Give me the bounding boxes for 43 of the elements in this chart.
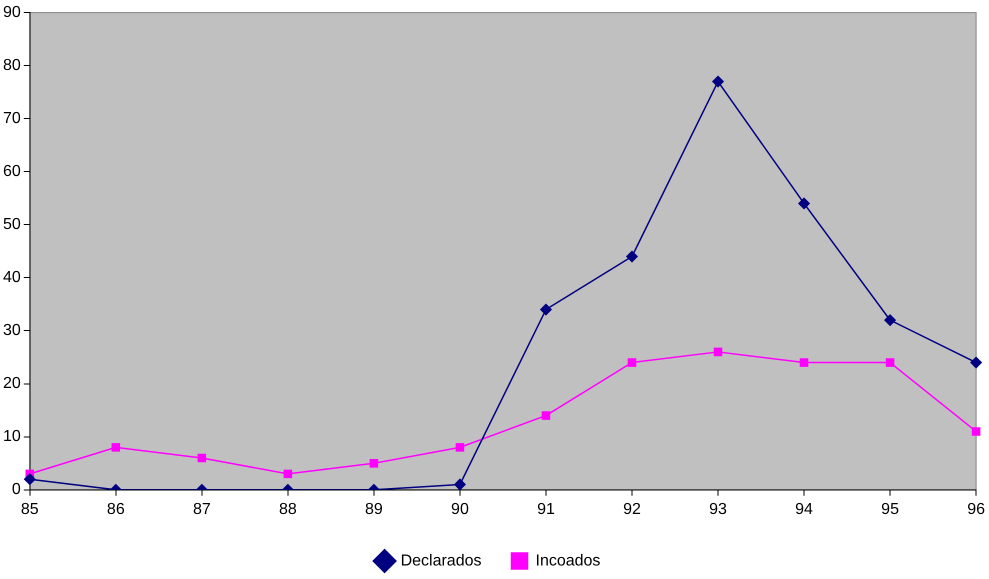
y-tick-label: 60	[3, 163, 21, 180]
point	[626, 250, 638, 262]
y-tick-label: 50	[3, 216, 21, 234]
point	[370, 459, 378, 468]
point	[972, 427, 980, 436]
point	[540, 304, 552, 316]
legend-label: Incoados	[535, 552, 600, 570]
legend-label: Declarados	[400, 552, 482, 570]
y-tick-label: 30	[3, 322, 21, 340]
y-tick-label: 0	[12, 481, 21, 498]
y-tick-label: 70	[3, 110, 21, 128]
x-tick-label: 90	[451, 500, 469, 518]
point	[798, 198, 810, 210]
point	[542, 411, 550, 420]
x-tick-label: 85	[20, 500, 39, 518]
y-tick-label: 80	[3, 57, 21, 74]
point	[24, 473, 36, 485]
y-tick-label: 10	[3, 428, 21, 446]
point	[454, 478, 466, 490]
point	[456, 443, 464, 452]
y-tick-label: 40	[3, 269, 21, 286]
point	[886, 358, 894, 367]
x-tick-label: 92	[623, 500, 641, 518]
point	[970, 356, 982, 368]
point	[628, 358, 636, 367]
x-tick-label: 94	[795, 500, 814, 518]
x-tick-label: 88	[278, 500, 297, 518]
point	[714, 348, 722, 356]
point	[112, 443, 120, 452]
point	[198, 454, 206, 462]
x-tick-label: 91	[537, 500, 555, 518]
point	[712, 76, 724, 88]
point	[284, 470, 292, 478]
x-tick-label: 93	[709, 500, 728, 518]
y-tick-label: 90	[3, 4, 21, 22]
x-tick-label: 95	[881, 500, 900, 518]
x-tick-label: 89	[365, 500, 383, 518]
x-tick-label: 87	[192, 500, 211, 518]
point	[800, 358, 808, 367]
y-tick-label: 20	[3, 375, 21, 392]
x-tick-label: 86	[106, 500, 125, 518]
point	[884, 314, 896, 326]
x-tick-label: 96	[967, 500, 986, 518]
